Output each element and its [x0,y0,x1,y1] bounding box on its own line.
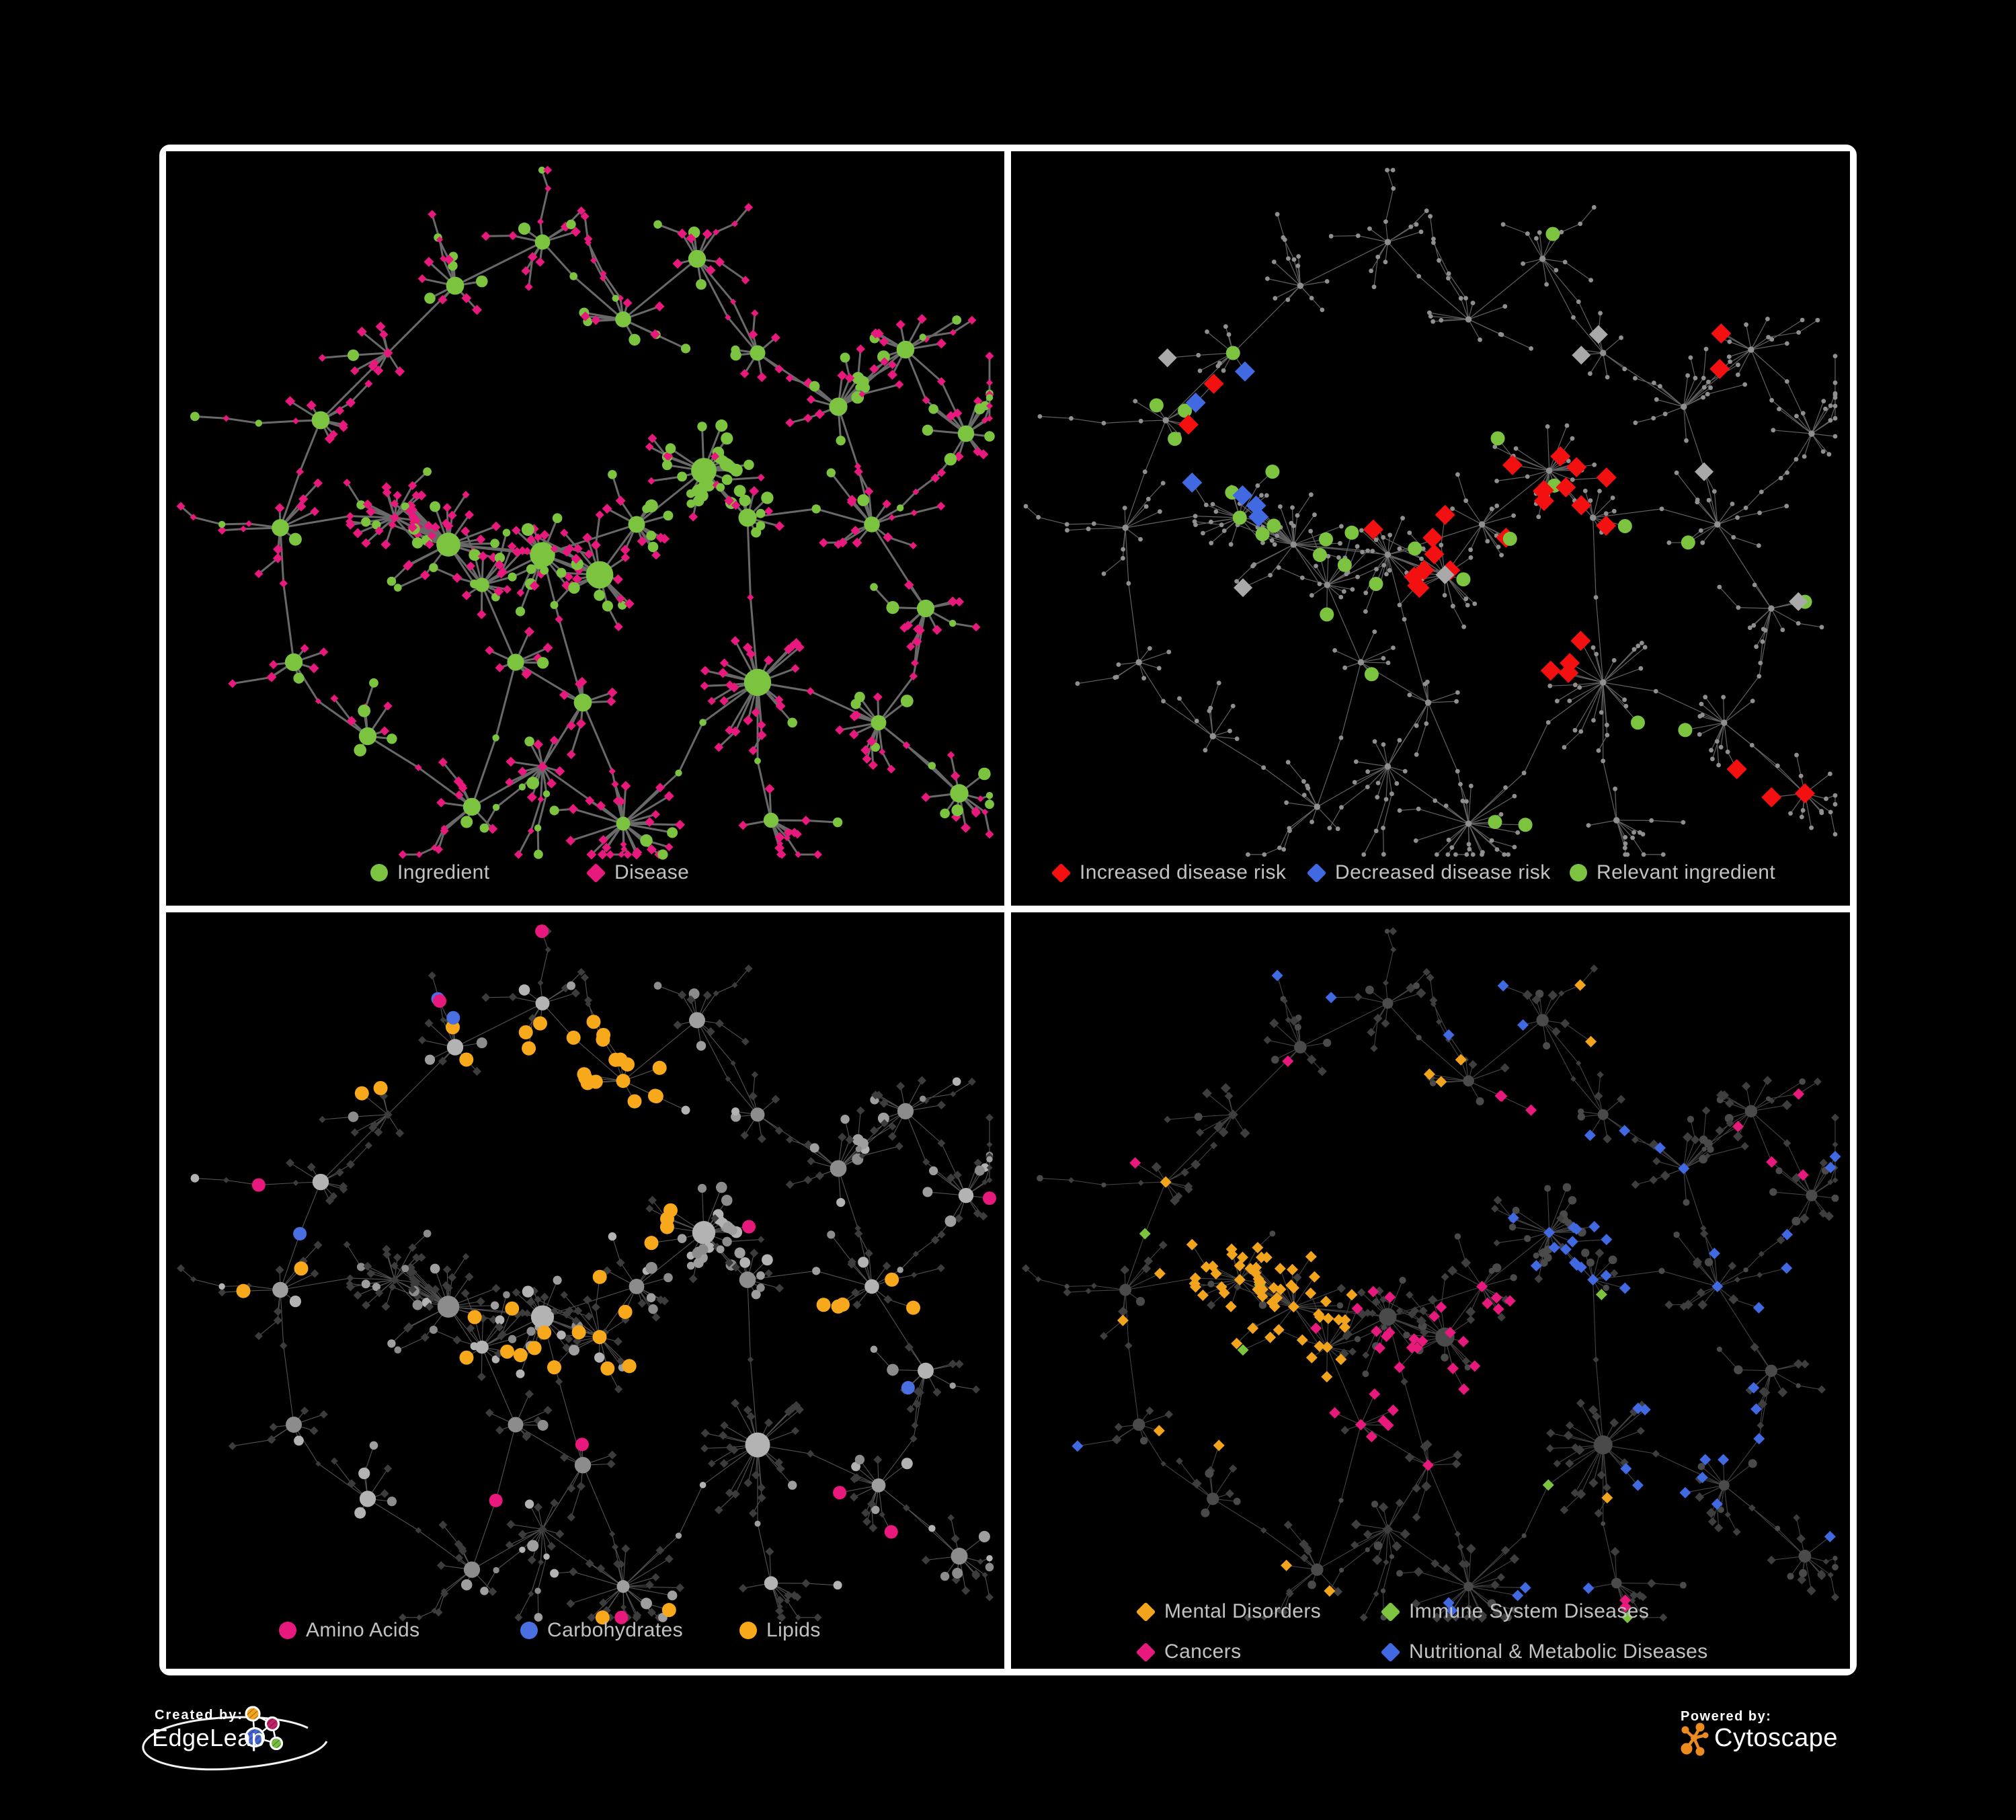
edgeleap-logo: Created by: EdgeLeap [128,1702,370,1793]
legend-label: Decreased disease risk [1335,861,1551,883]
legend-label: Lipids [766,1619,821,1641]
network-graph-disease-classes [1022,927,1841,1624]
legend-item: Nutritional & Metabolic Diseases [1380,1640,1708,1663]
edgeleap-logo-graphic [142,1706,328,1771]
edgeleap-wordmark: EdgeLeap [152,1724,266,1751]
edgeleap-swoosh [142,1716,328,1771]
legend-label: Mental Disorders [1164,1600,1322,1622]
legend-diamond-marker [1380,1642,1401,1662]
legend-label: Increased disease risk [1080,861,1287,883]
legend-item: Ingredient [370,861,489,884]
legend-diamond-marker [1051,863,1072,883]
legend-circle-marker [370,864,388,881]
legend-item: Disease [586,861,690,884]
legend-circle-marker [739,1622,757,1639]
panel-disease-classes: Mental Disorders Immune System Diseases Ca… [1011,912,1850,1669]
powered-by-label: Powered by: [1681,1709,1772,1724]
figure-frame: Ingredient Disease Increased disease risk… [159,145,1857,1675]
legend-circle-marker [1570,864,1587,881]
legend-label: Disease [614,861,690,883]
network-graph-nutrient-classes [177,924,996,1625]
legend-item: Amino Acids [279,1619,419,1642]
legend-diamond-marker [1135,1642,1156,1662]
legend-diamond-marker [1135,1601,1156,1622]
legend-circle-marker [520,1622,538,1639]
legend-item: Cancers [1135,1640,1242,1663]
created-by-label: Created by: [155,1708,244,1723]
legend-item: Relevant ingredient [1570,861,1775,884]
cytoscape-icon [1681,1723,1709,1756]
network-graph-disease-risk [1023,167,1838,857]
legend-item: Mental Disorders [1135,1600,1322,1623]
legend-diamond-marker [1306,863,1327,883]
legend-label: Nutritional & Metabolic Diseases [1409,1640,1708,1663]
legend-diamond-marker [1380,1601,1401,1622]
legend-label: Cancers [1164,1640,1242,1663]
legend-label: Relevant ingredient [1597,861,1776,883]
legend-item: Immune System Diseases [1380,1600,1650,1623]
legend-label: Ingredient [397,861,490,883]
legend-label: Carbohydrates [547,1619,683,1641]
legend-item: Increased disease risk [1051,861,1287,884]
legend-item: Decreased disease risk [1306,861,1551,884]
edgeleap-glyph-nodes [245,1706,283,1750]
cytoscape-wordmark: Cytoscape [1714,1724,1839,1752]
horizontal-divider [166,906,1850,912]
legend-item: Lipids [739,1619,821,1642]
panel-ingredient-disease: Ingredient Disease [166,151,1004,906]
legend-label: Amino Acids [306,1619,420,1641]
legend-item: Carbohydrates [520,1619,683,1642]
legend-diamond-marker [586,863,606,883]
panel-disease-risk: Increased disease risk Decreased disease … [1011,151,1850,906]
panel-nutrient-classes: Amino Acids Carbohydrates Lipids [166,912,1004,1669]
legend-label: Immune System Diseases [1409,1600,1650,1622]
legend-circle-marker [279,1622,296,1639]
cytoscape-logo: Powered by: Cytoscape [1675,1706,1890,1774]
network-graph-ingredient-disease [176,165,995,860]
